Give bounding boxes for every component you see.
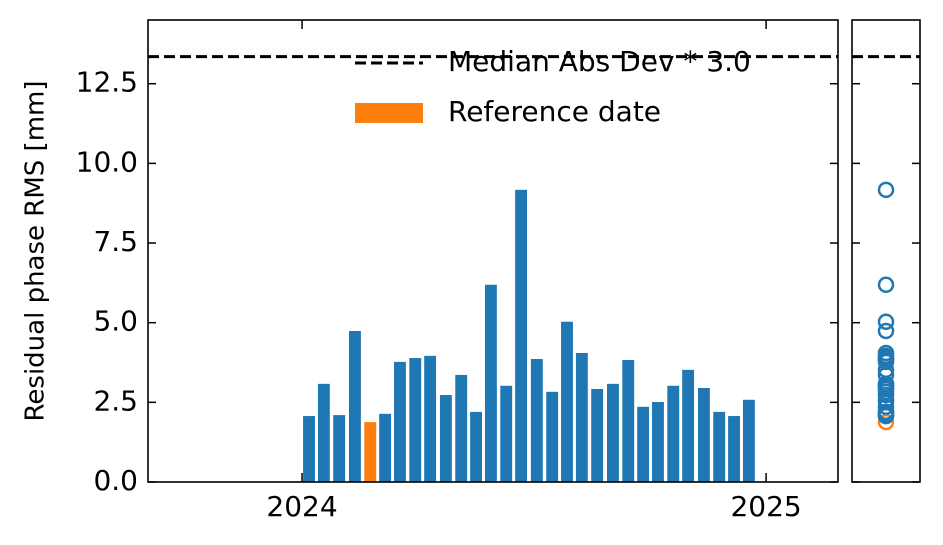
- distribution-point: [877, 407, 895, 425]
- distribution-point: [877, 181, 895, 199]
- distribution-point: [877, 351, 895, 369]
- bar: [575, 352, 588, 482]
- legend-label: Reference date: [448, 95, 661, 128]
- bar: [455, 374, 468, 482]
- bar: [364, 422, 377, 482]
- legend-handle: [355, 103, 423, 123]
- bar: [515, 189, 528, 482]
- bar: [379, 413, 392, 482]
- y-axis-label: Residual phase RMS [mm]: [21, 81, 51, 422]
- distribution-point: [877, 344, 895, 362]
- bar: [424, 355, 437, 482]
- bar: [637, 406, 650, 482]
- y-tick-label: 5.0: [93, 305, 138, 338]
- bar: [622, 359, 635, 482]
- distribution-point: [877, 391, 895, 409]
- bar: [742, 399, 755, 482]
- distribution-point: [877, 276, 895, 294]
- bar: [470, 411, 483, 482]
- bar: [303, 416, 315, 482]
- plot-frame: [147, 19, 839, 483]
- distribution-point: [877, 413, 895, 431]
- distribution-point: [877, 398, 895, 416]
- bar: [409, 358, 422, 482]
- x-tick-label: 2024: [266, 490, 337, 523]
- bar: [530, 359, 543, 482]
- distribution-point: [877, 379, 895, 397]
- bar: [728, 416, 740, 482]
- bar: [561, 321, 573, 482]
- bar: [317, 383, 330, 482]
- bar: [349, 330, 361, 482]
- bar: [500, 385, 513, 482]
- bar: [439, 395, 452, 482]
- distribution-point: [877, 322, 895, 340]
- y-tick-label: 12.5: [76, 66, 138, 99]
- y-tick-label: 2.5: [93, 384, 138, 417]
- bar: [546, 391, 559, 482]
- distribution-point: [877, 361, 895, 379]
- x-tick-label: 2025: [730, 490, 801, 523]
- bar: [484, 284, 497, 482]
- bar: [607, 383, 619, 482]
- bar: [682, 369, 695, 482]
- bar: [713, 411, 726, 482]
- y-tick-label: 7.5: [93, 225, 138, 258]
- bar: [591, 388, 604, 482]
- legend-label: Median Abs Dev * 3.0: [448, 45, 751, 78]
- bar: [697, 388, 710, 482]
- y-tick-label: 10.0: [76, 145, 138, 178]
- bar: [652, 402, 664, 482]
- side-frame: [851, 19, 921, 483]
- bar: [394, 361, 406, 482]
- bar: [333, 415, 346, 482]
- y-tick-label: 0.0: [93, 464, 138, 497]
- distribution-point: [877, 313, 895, 330]
- bar: [667, 385, 680, 482]
